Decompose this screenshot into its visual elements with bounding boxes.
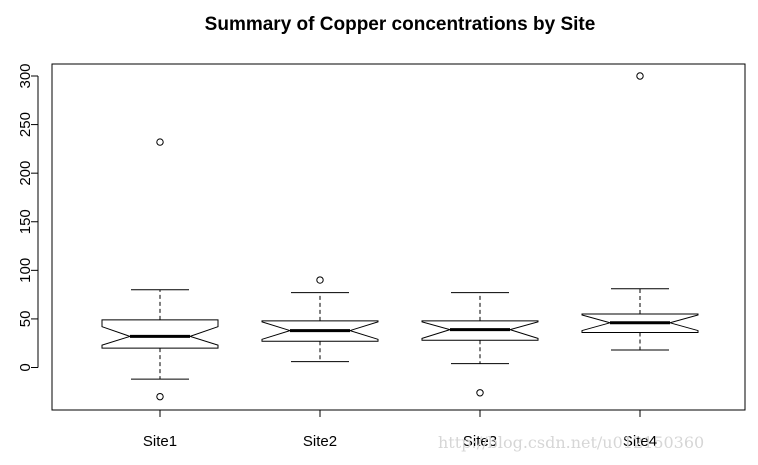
box-body <box>101 319 219 349</box>
y-tick-label: 250 <box>17 112 34 137</box>
chart-title: Summary of Copper concentrations by Site <box>204 14 596 35</box>
outlier-point <box>156 138 164 146</box>
x-axis: Site1 Site2 Site3 Site4 <box>143 409 657 450</box>
box-body <box>261 320 379 342</box>
outlier-point <box>156 392 164 401</box>
y-tick-label: 200 <box>17 161 34 186</box>
x-tick-label: Site4 <box>623 433 657 450</box>
y-tick-label: 50 <box>17 311 34 328</box>
boxes-layer <box>101 72 699 401</box>
box-site4 <box>581 72 699 351</box>
box-body <box>421 320 539 341</box>
box-body <box>581 313 699 334</box>
x-tick-label: Site1 <box>143 433 177 450</box>
watermark: http://blog.csdn.net/u012150360 <box>438 433 704 452</box>
box-site2 <box>261 276 379 363</box>
y-tick-label: 300 <box>17 63 34 88</box>
y-tick-label: 0 <box>17 363 34 371</box>
outlier-point <box>316 276 324 284</box>
y-axis: 0 50 100 150 200 250 300 <box>17 63 39 372</box>
outlier-point <box>636 72 644 80</box>
x-tick-label: Site2 <box>303 433 337 450</box>
x-tick-label: Site3 <box>463 433 497 450</box>
box-site3 <box>421 292 539 397</box>
plot-frame <box>51 63 746 411</box>
y-tick-label: 100 <box>17 258 34 283</box>
y-tick-label: 150 <box>17 209 34 234</box>
outlier-point <box>476 389 484 397</box>
box-site1 <box>101 138 219 401</box>
